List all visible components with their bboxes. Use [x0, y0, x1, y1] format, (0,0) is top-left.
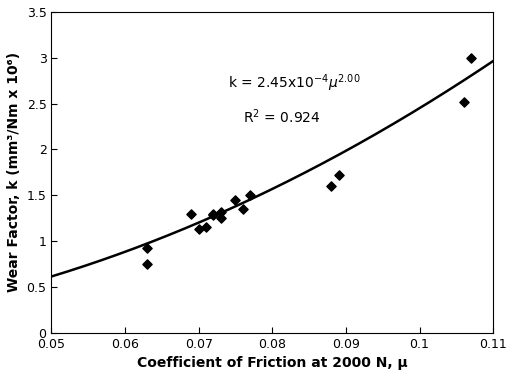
Point — [327, 183, 335, 189]
Point — [209, 210, 217, 216]
Point — [202, 224, 210, 230]
X-axis label: Coefficient of Friction at 2000 N, μ: Coefficient of Friction at 2000 N, μ — [137, 356, 408, 370]
Point — [194, 226, 203, 232]
Point — [335, 172, 343, 178]
Point — [216, 209, 225, 215]
Point — [460, 99, 468, 105]
Point — [143, 245, 151, 251]
Point — [246, 192, 254, 198]
Text: k = 2.45x10$^{-4}$$\mu^{2.00}$: k = 2.45x10$^{-4}$$\mu^{2.00}$ — [228, 73, 361, 94]
Point — [467, 55, 475, 61]
Point — [143, 261, 151, 267]
Point — [187, 210, 195, 216]
Point — [231, 197, 240, 203]
Point — [209, 212, 217, 218]
Text: R$^2$ = 0.924: R$^2$ = 0.924 — [243, 108, 320, 126]
Point — [216, 215, 225, 221]
Point — [238, 206, 247, 212]
Y-axis label: Wear Factor, k (mm³/Nm x 10⁶): Wear Factor, k (mm³/Nm x 10⁶) — [7, 52, 21, 292]
